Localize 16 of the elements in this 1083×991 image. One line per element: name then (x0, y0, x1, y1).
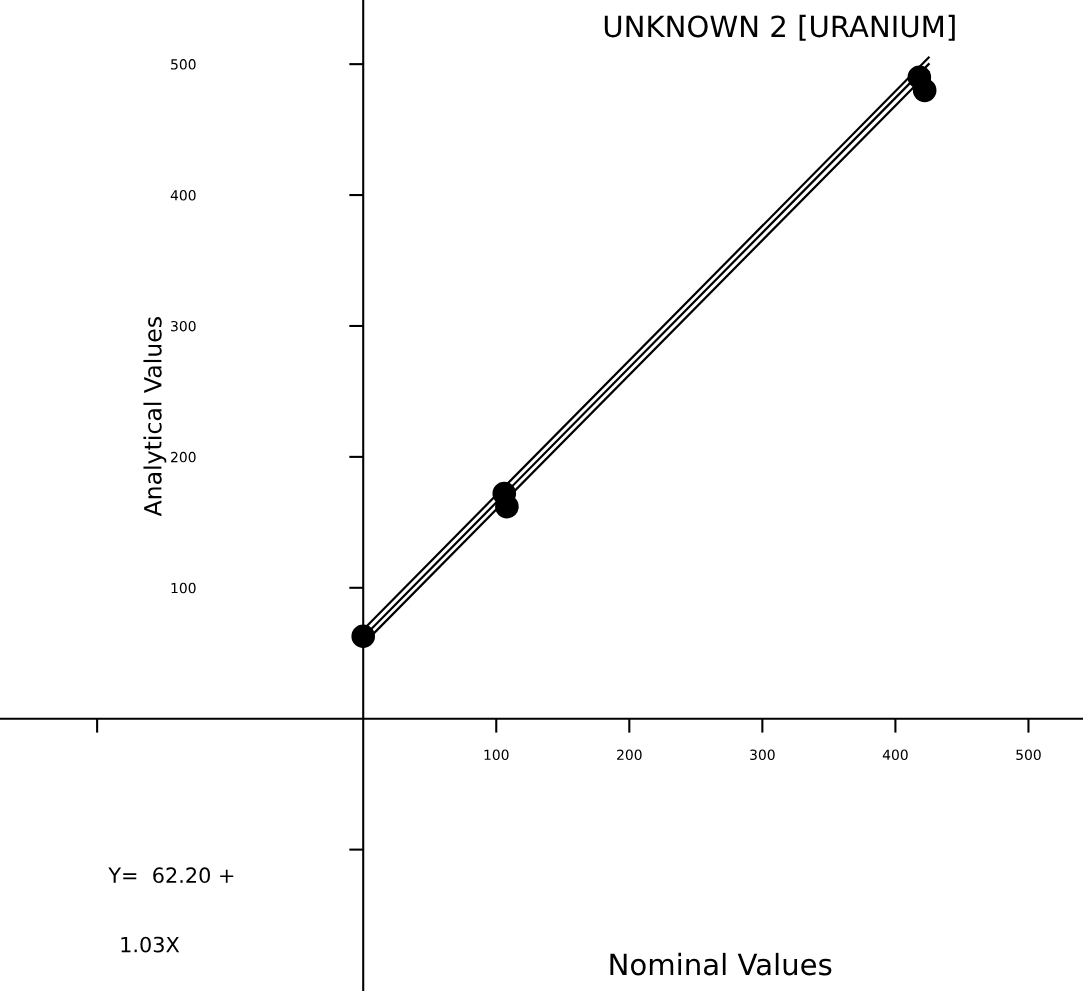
y-tick-label: 300 (171, 320, 196, 332)
x-axis-title: Nominal Values (610, 952, 832, 976)
y-tick-label: 200 (171, 451, 196, 463)
annotation: 1.03X (121, 936, 180, 953)
y-tick-label: 100 (171, 582, 196, 594)
x-tick-label: 100 (484, 749, 509, 761)
x-tick-label: 400 (882, 749, 908, 761)
chart-title: UNKNOWN 2 [URANIUM] (604, 14, 955, 41)
point (912, 78, 937, 103)
x-tick-label: 200 (617, 749, 642, 761)
y-tick-label: 400 (170, 190, 196, 201)
y-tick-label: 500 (171, 59, 196, 70)
y-axis-title: Analytical Values (143, 317, 167, 517)
x-tick-label: 300 (750, 749, 775, 761)
x-tick-label: 500 (1016, 749, 1041, 761)
annotation: Y= 62.20 + (108, 867, 234, 884)
